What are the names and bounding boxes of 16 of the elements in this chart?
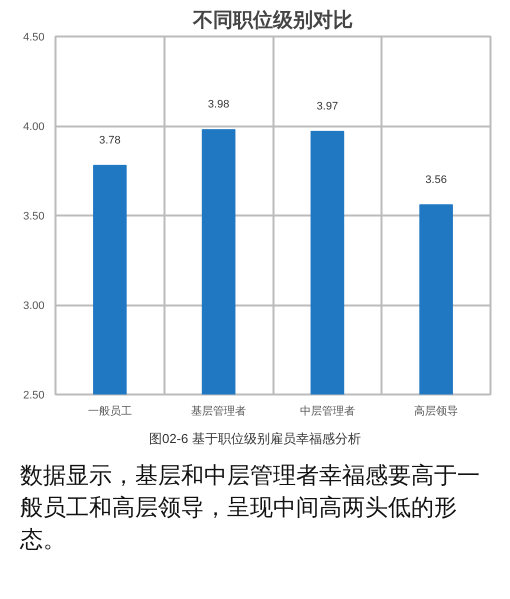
x-tick-label: 基层管理者 (191, 404, 246, 418)
text: 4.50 (23, 32, 45, 44)
text: 数据显示，基层和中层管理者幸福感要高于一般员工和高层领导，呈现中间高两头低的形态。 (20, 460, 481, 554)
data-label: 3.98 (208, 98, 230, 111)
x-tick-label: 中层管理者 (300, 404, 355, 418)
x-tick-label: 高层领导 (414, 404, 458, 418)
data-label: 3.56 (425, 174, 447, 186)
data-label: 3.78 (99, 134, 121, 146)
text: 4.00 (23, 121, 45, 133)
caption: 图02-6 基于职位级别雇员幸福感分析 (149, 430, 361, 448)
chart-title: 不同职位级别对比 (192, 8, 353, 32)
text: 3.50 (23, 210, 45, 222)
data-label: 3.97 (316, 100, 338, 112)
text: 3.00 (23, 300, 45, 312)
text: 2.50 (23, 390, 45, 402)
x-tick-label: 一般员工 (88, 406, 132, 418)
